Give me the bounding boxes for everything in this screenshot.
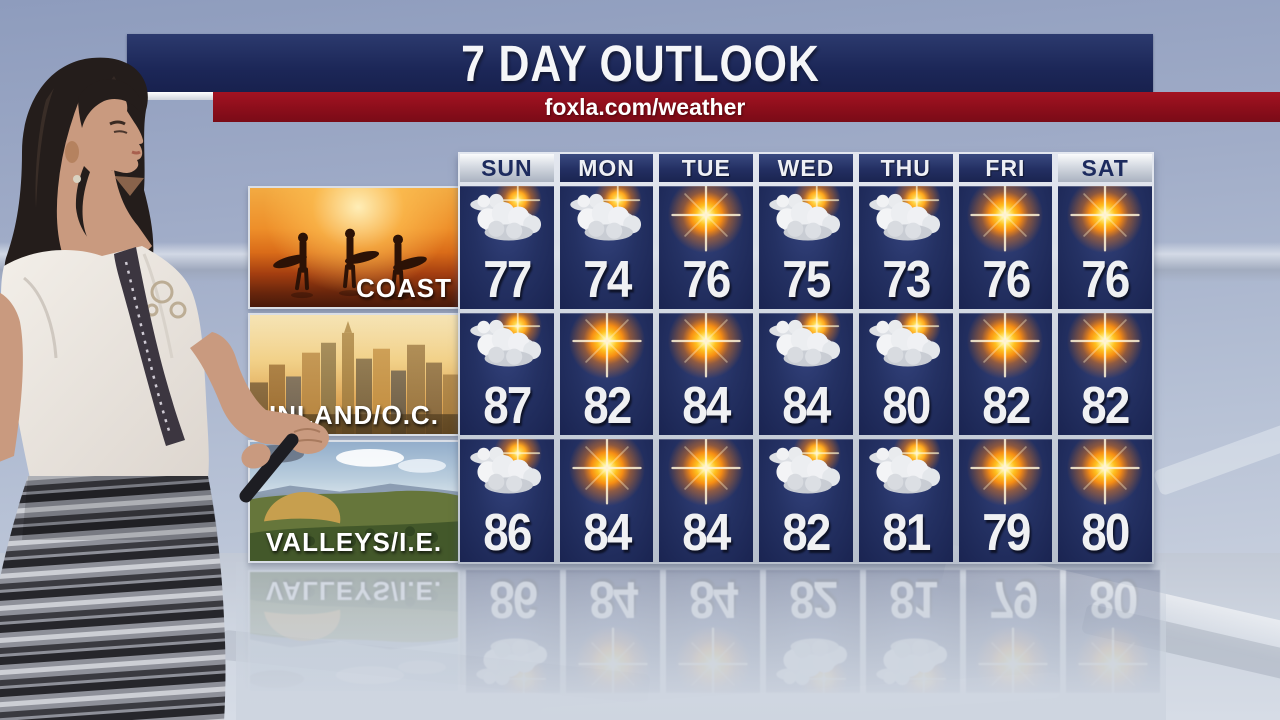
forecast-cell-inland-o-c-mon: 82 — [559, 312, 654, 436]
forecast-cell-inland-o-c-tue: 84 — [659, 312, 754, 436]
temperature-value: 76 — [682, 250, 732, 309]
temperature-value: 77 — [483, 250, 532, 309]
surfers-silhouette-art — [273, 228, 427, 301]
temperature-value: 76 — [1081, 250, 1130, 309]
sunny-icon — [665, 186, 747, 254]
temperature-value: 82 — [981, 377, 1031, 436]
forecast-cell-inland-o-c-fri: 82 — [958, 312, 1053, 436]
forecast-cell-valleys-i-e-thu: 81 — [858, 439, 953, 562]
day-header-fri: FRI — [958, 154, 1053, 182]
weather-presenter — [0, 57, 329, 720]
forecast-grid: SUN MON TUE WED THU FRI SAT 77 74 76 75 73 76 76 87 82 8… — [458, 152, 1154, 564]
forecast-cell-valleys-i-e-sun: 86 — [460, 439, 554, 562]
sunny-icon — [964, 439, 1046, 507]
day-header-sun: SUN — [460, 154, 554, 182]
partly-cloudy-icon — [863, 312, 949, 381]
sunny-icon — [566, 312, 648, 381]
sunny-icon — [964, 312, 1046, 381]
temperature-value: 79 — [981, 503, 1031, 562]
day-header-wed: WED — [759, 154, 853, 182]
partly-cloudy-icon — [464, 186, 550, 254]
forecast-cell-coast-tue: 76 — [659, 186, 754, 309]
partly-cloudy-icon — [464, 439, 550, 507]
forecast-cell-coast-fri: 76 — [958, 186, 1053, 309]
forecast-cell-coast-sun: 77 — [460, 186, 554, 309]
forecast-cell-valleys-i-e-mon: 84 — [559, 439, 654, 562]
forecast-cell-valleys-i-e-sat: 80 — [1058, 439, 1152, 562]
presenter-earring — [73, 175, 81, 183]
sky-light-streak — [1152, 389, 1280, 497]
day-header-thu: THU — [858, 154, 953, 182]
partly-cloudy-icon — [763, 439, 849, 507]
valley-art — [250, 444, 458, 561]
reflection-fade — [236, 562, 1166, 720]
temperature-value: 82 — [582, 377, 632, 436]
temperature-value: 74 — [582, 250, 632, 309]
forecast-cell-valleys-i-e-wed: 82 — [759, 439, 853, 562]
region-card-coast: COAST — [248, 186, 460, 309]
temperature-value: 87 — [483, 377, 532, 436]
title-banner: 7 DAY OUTLOOK — [127, 34, 1153, 92]
temperature-value: 80 — [882, 377, 931, 436]
presenter-skirt — [0, 476, 226, 720]
temperature-value: 84 — [582, 503, 632, 562]
presenter-clicker — [239, 433, 299, 503]
page-title: 7 DAY OUTLOOK — [460, 34, 820, 92]
partly-cloudy-icon — [863, 439, 949, 507]
region-label: VALLEYS/I.E. — [265, 527, 443, 557]
sunny-icon — [1064, 186, 1146, 254]
forecast-cell-coast-mon: 74 — [559, 186, 654, 309]
partly-cloudy-icon — [763, 186, 849, 254]
presenter-arm — [190, 332, 315, 446]
region-label: COAST — [356, 273, 452, 303]
temperature-value: 84 — [682, 377, 732, 436]
forecast-cell-coast-sat: 76 — [1058, 186, 1152, 309]
temperature-value: 86 — [483, 503, 532, 562]
banner-accent-tab — [127, 92, 213, 100]
sunny-icon — [964, 186, 1046, 254]
presenter-scarf — [114, 247, 185, 446]
forecast-cell-inland-o-c-sun: 87 — [460, 312, 554, 436]
partly-cloudy-icon — [464, 312, 550, 381]
temperature-value: 75 — [782, 250, 831, 309]
day-header-sat: SAT — [1058, 154, 1152, 182]
forecast-cell-inland-o-c-thu: 80 — [858, 312, 953, 436]
url-banner: foxla.com/weather — [213, 92, 1280, 122]
forecast-cell-coast-thu: 73 — [858, 186, 953, 309]
sunny-icon — [566, 439, 648, 507]
station-url: foxla.com/weather — [544, 94, 746, 120]
forecast-cell-coast-wed: 75 — [759, 186, 853, 309]
temperature-value: 82 — [1081, 377, 1130, 436]
forecast-cell-inland-o-c-wed: 84 — [759, 312, 853, 436]
partly-cloudy-icon — [763, 312, 849, 381]
temperature-value: 73 — [882, 250, 931, 309]
temperature-value: 80 — [1081, 503, 1130, 562]
temperature-value: 76 — [981, 250, 1031, 309]
sunny-icon — [665, 439, 747, 507]
forecast-cell-valleys-i-e-tue: 84 — [659, 439, 754, 562]
temperature-value: 84 — [782, 377, 831, 436]
day-header-mon: MON — [559, 154, 654, 182]
temperature-value: 82 — [782, 503, 831, 562]
partly-cloudy-icon — [863, 186, 949, 254]
partly-cloudy-icon — [564, 186, 650, 254]
sunny-icon — [1064, 312, 1146, 381]
forecast-cell-inland-o-c-sat: 82 — [1058, 312, 1152, 436]
sunny-icon — [1064, 439, 1146, 507]
temperature-value: 84 — [682, 503, 732, 562]
day-header-tue: TUE — [659, 154, 754, 182]
presenter-blouse — [1, 246, 209, 478]
temperature-value: 81 — [882, 503, 931, 562]
forecast-cell-valleys-i-e-fri: 79 — [958, 439, 1053, 562]
sunny-icon — [665, 312, 747, 381]
